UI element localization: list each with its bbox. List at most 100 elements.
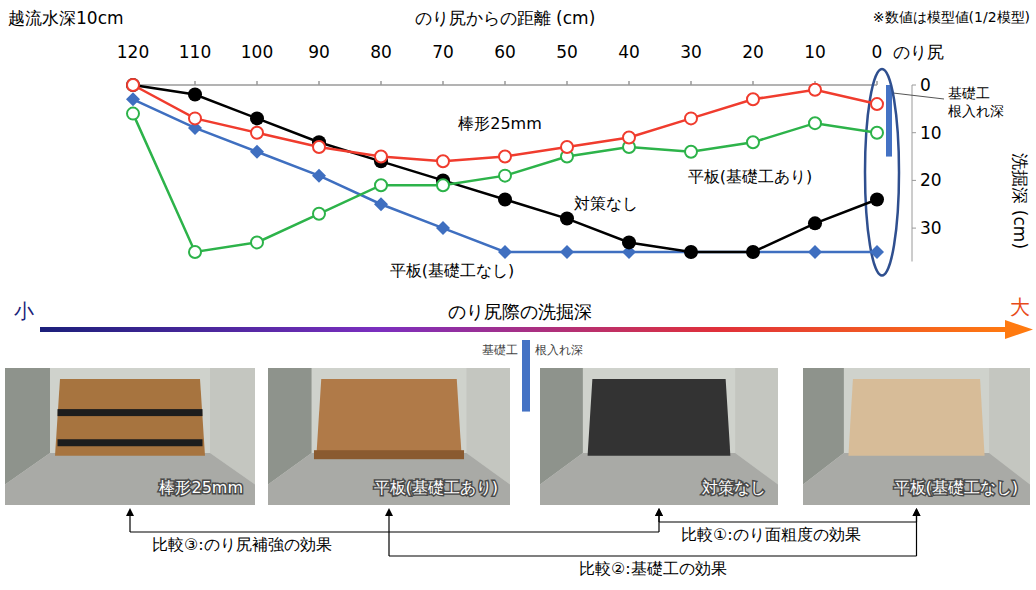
foundation-bar <box>886 85 892 157</box>
series <box>126 92 884 259</box>
comparison-label: 比較②:基礎工の効果 <box>579 559 727 578</box>
marker <box>374 197 388 211</box>
y-tick <box>912 85 916 86</box>
plot-area <box>126 78 884 259</box>
x-tick <box>194 81 196 85</box>
marker <box>437 179 449 191</box>
series <box>127 79 883 167</box>
series-label: 対策なし <box>574 194 638 213</box>
y-tick-label: 30 <box>920 218 942 238</box>
marker <box>313 208 325 220</box>
marker <box>684 245 698 259</box>
comparison-line <box>388 514 389 556</box>
x-tick <box>380 81 382 85</box>
y-tick-label: 0 <box>920 75 931 95</box>
marker <box>499 170 511 182</box>
marker <box>250 145 264 159</box>
comparison-label: 比較③:のり尻補強の効果 <box>152 535 332 554</box>
x-tick <box>256 81 258 85</box>
comparison: 比較①:のり面粗度の効果 <box>655 508 921 544</box>
marker <box>437 155 449 167</box>
canvas: 越流水深10cmのり尻からの距離 (cm)※数値は模型値(1/2模型)12011… <box>0 0 1036 590</box>
series-label: 棒形25mm <box>458 114 542 133</box>
x-axis-title: のり尻からの距離 (cm) <box>415 8 596 28</box>
series-line <box>133 99 877 252</box>
comparison-line <box>129 514 130 532</box>
leader-line <box>893 93 944 99</box>
foundation-label: 基礎工 <box>948 85 990 101</box>
marker <box>870 245 884 259</box>
photo-slope <box>316 379 461 456</box>
marker <box>189 246 201 258</box>
marker <box>499 151 511 163</box>
comparison-line <box>389 555 917 556</box>
marker <box>809 84 821 96</box>
y-tick-label: 10 <box>920 123 942 143</box>
foundation-scale-bar <box>522 340 530 412</box>
marker <box>623 131 635 143</box>
series-line <box>133 85 877 252</box>
y-tick <box>912 228 916 229</box>
highlight-ellipse <box>865 69 899 276</box>
marker <box>561 141 573 153</box>
scale-arrowhead <box>1005 320 1033 339</box>
comparison-arrowhead <box>126 508 134 516</box>
x-tick-label: 10 <box>804 42 826 62</box>
x-tick <box>752 81 754 85</box>
x-tick <box>504 81 506 85</box>
x-tick-label: 110 <box>179 42 211 62</box>
y-axis-line <box>912 85 913 262</box>
photo-footing <box>314 450 464 459</box>
series-label: 平板(基礎工なし) <box>390 261 514 280</box>
x-tick <box>628 81 630 85</box>
photo-label: 平板(基礎工あり) <box>374 478 498 497</box>
x-tick-label: 100 <box>241 42 273 62</box>
x-tick <box>442 81 444 85</box>
x-tick <box>566 81 568 85</box>
marker <box>809 117 821 129</box>
photo-floor <box>803 453 1030 505</box>
scale-arrow <box>40 327 1008 332</box>
marker <box>684 245 698 259</box>
marker <box>126 92 140 106</box>
photo: 平板(基礎工あり) <box>268 368 510 505</box>
marker <box>746 245 760 259</box>
marker <box>685 112 697 124</box>
y-tick-label: 20 <box>920 170 942 190</box>
marker <box>375 151 387 163</box>
comparison-arrowhead <box>385 508 393 516</box>
photo-floor <box>5 453 255 505</box>
marker <box>189 112 201 124</box>
marker <box>188 88 202 102</box>
x-tick-label: 60 <box>494 42 516 62</box>
x-tick <box>876 81 878 85</box>
photo: 対策なし <box>540 368 778 505</box>
marker <box>747 136 759 148</box>
comparison-line <box>658 514 659 532</box>
marker <box>498 192 512 206</box>
note: ※数値は模型値(1/2模型) <box>873 9 1030 25</box>
x-tick-label: 50 <box>556 42 578 62</box>
x-tick-label: 20 <box>742 42 764 62</box>
marker <box>250 111 264 125</box>
marker <box>251 127 263 139</box>
marker <box>747 93 759 105</box>
photo-bg <box>5 368 255 505</box>
marker <box>127 79 139 91</box>
photo-slope <box>588 379 731 456</box>
x-tick-label: 30 <box>680 42 702 62</box>
comparison-arrowhead <box>655 508 663 516</box>
x-tick-label: 70 <box>432 42 454 62</box>
annotation: のり尻 <box>893 42 944 62</box>
marker <box>251 236 263 248</box>
marker <box>871 127 883 139</box>
comparison-line <box>916 514 917 556</box>
y-axis-title: 洗掘深 (cm) <box>1010 153 1030 249</box>
photo: 棒形25mm <box>5 368 255 505</box>
series <box>126 78 884 259</box>
photo-bar <box>58 439 203 446</box>
foundation-scale-label: 基礎工 <box>482 343 518 357</box>
x-tick-label: 0 <box>872 42 883 62</box>
x-tick-label: 80 <box>370 42 392 62</box>
marker <box>436 221 450 235</box>
